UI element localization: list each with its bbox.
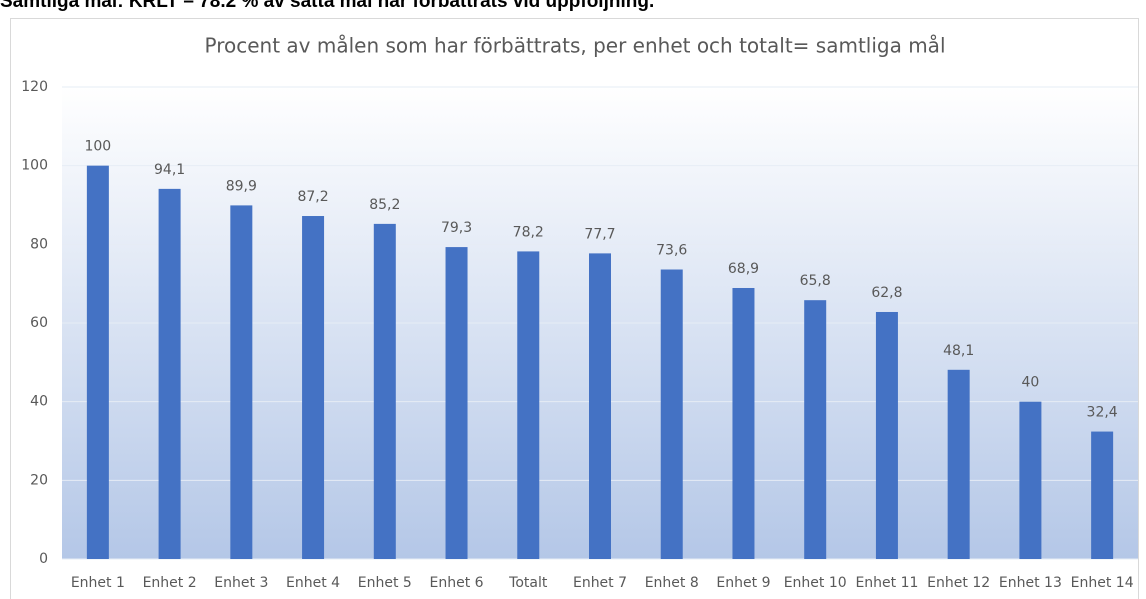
x-tick-label: Enhet 13 (999, 575, 1062, 591)
y-tick-label: 20 (30, 472, 48, 488)
y-tick-label: 60 (30, 315, 48, 331)
data-label: 79,3 (441, 220, 472, 236)
y-tick-label: 0 (39, 551, 48, 567)
x-tick-label: Enhet 11 (855, 575, 918, 591)
bar (804, 300, 827, 559)
bar (86, 165, 109, 559)
bar (1019, 401, 1042, 559)
x-tick-label: Enhet 8 (645, 575, 699, 591)
bar (158, 188, 181, 559)
x-tick-label: Enhet 9 (716, 575, 770, 591)
data-label: 77,7 (584, 226, 615, 242)
data-label: 48,1 (943, 343, 974, 359)
heading: Samtliga mål: KRLT – 78.2 % av satta mål… (0, 0, 655, 12)
bar (947, 369, 970, 559)
x-tick-label: Enhet 1 (71, 575, 125, 591)
bar (517, 251, 540, 559)
x-tick-label: Enhet 14 (1071, 575, 1134, 591)
data-label: 85,2 (369, 197, 400, 213)
chart-title: Procent av målen som har förbättrats, pe… (205, 34, 946, 58)
x-tick-label: Enhet 2 (143, 575, 197, 591)
bar (1091, 431, 1114, 559)
x-tick-label: Enhet 4 (286, 575, 340, 591)
data-label: 40 (1021, 375, 1039, 391)
bar (445, 247, 468, 559)
data-label: 100 (84, 139, 111, 155)
bar (589, 253, 611, 559)
y-tick-label: 40 (30, 394, 48, 410)
x-tick-label: Enhet 12 (927, 575, 990, 591)
y-tick-label: 100 (21, 158, 48, 174)
x-tick-label: Enhet 10 (784, 575, 847, 591)
data-label: 73,6 (656, 243, 687, 259)
x-tick-label: Totalt (508, 575, 548, 591)
bar (230, 205, 253, 560)
data-label: 89,9 (226, 178, 257, 194)
y-tick-label: 120 (21, 79, 48, 95)
x-tick-label: Enhet 7 (573, 575, 627, 591)
x-tick-label: Enhet 6 (430, 575, 484, 591)
bar (732, 287, 755, 559)
bar (373, 223, 396, 559)
x-tick-label: Enhet 5 (358, 575, 412, 591)
data-label: 65,8 (800, 273, 831, 289)
data-label: 87,2 (297, 189, 328, 205)
data-label: 68,9 (728, 261, 759, 277)
data-label: 62,8 (871, 285, 902, 301)
x-tick-label: Enhet 3 (214, 575, 268, 591)
data-label: 78,2 (513, 224, 544, 240)
data-label: 94,1 (154, 162, 185, 178)
bar (660, 269, 683, 559)
y-tick-label: 80 (30, 236, 48, 252)
bar (875, 311, 898, 559)
data-label: 32,4 (1087, 405, 1118, 421)
bar (302, 216, 325, 559)
